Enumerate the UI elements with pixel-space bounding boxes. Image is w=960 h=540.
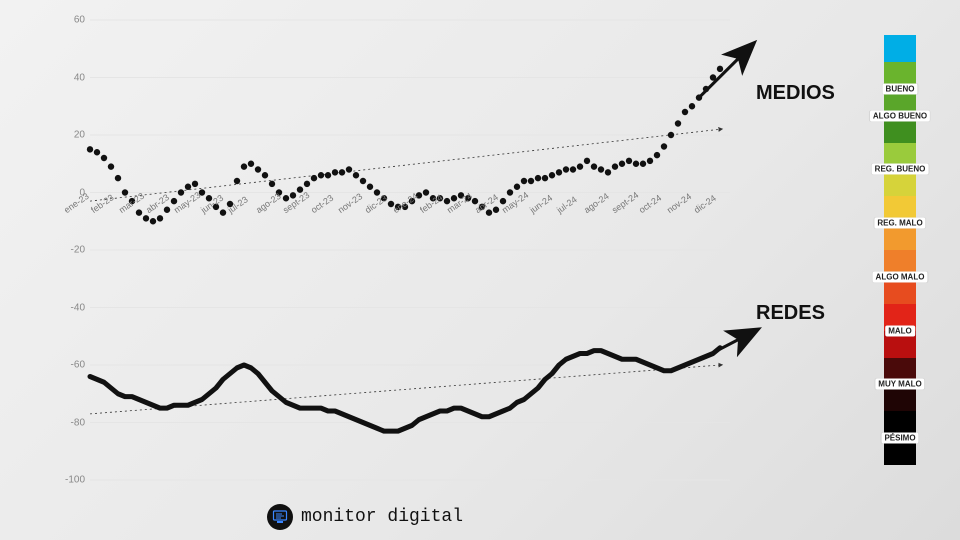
legend-label: ALGO MALO [873, 271, 928, 282]
legend-label: MUY MALO [875, 379, 924, 390]
series-label-medios: MEDIOS [756, 82, 835, 105]
y-tick-label: -60 [60, 360, 85, 371]
chart-svg [90, 20, 730, 480]
legend-label: PÉSIMO [881, 433, 918, 444]
y-tick-label: 20 [60, 130, 85, 141]
legend-label: ALGO BUENO [870, 110, 930, 121]
legend-label: BUENO [883, 83, 918, 94]
chart-area: -100-80-60-40-200204060 ene-23feb-23mar-… [60, 20, 730, 490]
legend-label: REG. MALO [874, 218, 925, 229]
y-tick-label: -100 [60, 475, 85, 486]
series-label-redes: REDES [756, 302, 825, 325]
y-tick-label: -80 [60, 417, 85, 428]
footer: monitor digital [0, 504, 730, 530]
legend-block [884, 35, 916, 62]
y-tick-label: -20 [60, 245, 85, 256]
color-legend: BUENO ALGO BUENO REG. BUENO REG. MALO ALGO M… [870, 35, 930, 465]
footer-text: monitor digital [301, 507, 463, 527]
legend-label: REG. BUENO [872, 164, 929, 175]
y-tick-label: -40 [60, 302, 85, 313]
y-tick-label: 40 [60, 72, 85, 83]
legend-label: MALO [885, 325, 915, 336]
monitor-icon [267, 504, 293, 530]
y-tick-label: 60 [60, 15, 85, 26]
